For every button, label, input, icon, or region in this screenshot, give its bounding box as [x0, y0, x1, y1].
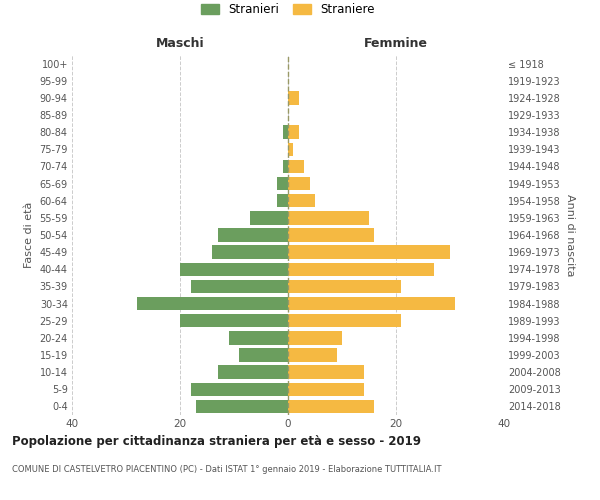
Legend: Stranieri, Straniere: Stranieri, Straniere [197, 0, 379, 20]
Bar [288, 314, 401, 328]
Bar [288, 177, 310, 190]
Bar [288, 262, 434, 276]
Bar [288, 297, 455, 310]
Bar [196, 400, 288, 413]
Bar [288, 280, 401, 293]
Bar [212, 246, 288, 259]
Bar [288, 246, 450, 259]
Bar [283, 126, 288, 139]
Text: Popolazione per cittadinanza straniera per età e sesso - 2019: Popolazione per cittadinanza straniera p… [12, 435, 421, 448]
Bar [191, 280, 288, 293]
Bar [218, 366, 288, 379]
Text: COMUNE DI CASTELVETRO PIACENTINO (PC) - Dati ISTAT 1° gennaio 2019 - Elaborazion: COMUNE DI CASTELVETRO PIACENTINO (PC) - … [12, 465, 442, 474]
Text: Maschi: Maschi [155, 37, 205, 50]
Y-axis label: Anni di nascita: Anni di nascita [565, 194, 575, 276]
Bar [288, 91, 299, 104]
Y-axis label: Fasce di età: Fasce di età [24, 202, 34, 268]
Bar [283, 160, 288, 173]
Bar [288, 126, 299, 139]
Bar [288, 142, 293, 156]
Bar [277, 194, 288, 207]
Bar [218, 228, 288, 241]
Bar [288, 348, 337, 362]
Bar [288, 400, 374, 413]
Bar [180, 262, 288, 276]
Bar [288, 228, 374, 241]
Bar [288, 366, 364, 379]
Bar [288, 211, 369, 224]
Bar [229, 331, 288, 344]
Bar [137, 297, 288, 310]
Bar [250, 211, 288, 224]
Bar [288, 382, 364, 396]
Bar [288, 331, 342, 344]
Bar [239, 348, 288, 362]
Bar [277, 177, 288, 190]
Bar [288, 194, 315, 207]
Bar [180, 314, 288, 328]
Bar [288, 160, 304, 173]
Text: Femmine: Femmine [364, 37, 428, 50]
Bar [191, 382, 288, 396]
